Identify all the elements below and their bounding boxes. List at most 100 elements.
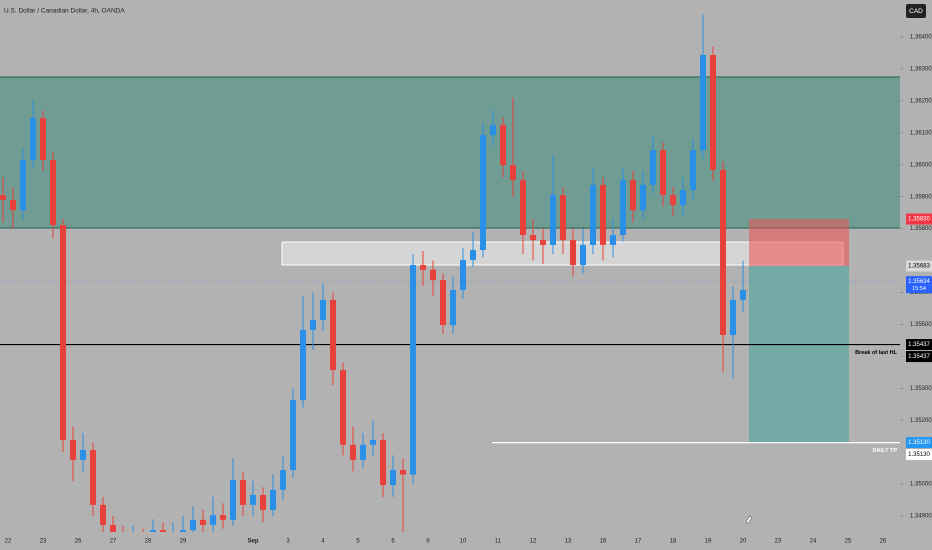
- price-tag: [906, 260, 932, 272]
- candle-body: [490, 124, 496, 136]
- x-tick-label: 19: [705, 539, 712, 545]
- candle-body: [390, 470, 396, 486]
- y-tick-label: 1.35500: [910, 322, 932, 328]
- supply-zone: [0, 76, 900, 229]
- x-tick-label: 4: [321, 539, 325, 545]
- price-tag-label: 1.35130: [908, 440, 930, 446]
- candle-body: [440, 280, 446, 326]
- candle-body: [550, 195, 556, 245]
- candle-body: [230, 479, 236, 520]
- candle-body: [610, 235, 616, 245]
- price-tag-label: 1.35437: [908, 354, 930, 360]
- y-tick-label: 1.35800: [910, 226, 932, 232]
- candle-body: [310, 319, 316, 330]
- y-tick-label: 1.35200: [910, 418, 932, 424]
- candle-body: [160, 530, 166, 532]
- x-tick-label: 17: [635, 539, 642, 545]
- chart-title: U.S. Dollar / Canadian Dollar, 4h, OANDA: [4, 8, 125, 15]
- x-tick-label: Sep: [247, 539, 258, 545]
- x-tick-label: 26: [880, 539, 887, 545]
- x-tick-label: 23: [40, 539, 47, 545]
- candle-body: [220, 515, 226, 520]
- y-tick-label: 1.35900: [910, 194, 932, 200]
- candle-body: [480, 135, 486, 251]
- pencil-icon[interactable]: [745, 515, 753, 524]
- candle-body: [680, 190, 686, 206]
- x-tick-label: 29: [180, 539, 187, 545]
- y-tick-label: 1.35000: [910, 482, 932, 488]
- candle-body: [190, 519, 196, 531]
- candle-body: [260, 494, 266, 510]
- candle-body: [350, 444, 356, 460]
- candle-body: [710, 54, 716, 170]
- price-tag-label: 1.35130: [908, 452, 930, 458]
- candle-body: [400, 470, 406, 475]
- candle-body: [520, 180, 526, 236]
- y-tick-label: 1.36000: [910, 162, 932, 168]
- candle-body: [110, 524, 116, 532]
- candle-body: [100, 504, 106, 525]
- candle-body: [740, 289, 746, 300]
- price-tag-label: 1.35830: [908, 217, 930, 223]
- candle-body: [180, 530, 186, 532]
- candle-body: [0, 195, 6, 200]
- x-tick-label: 18: [670, 539, 677, 545]
- price-tag: [906, 437, 932, 449]
- candle-body: [530, 235, 536, 241]
- x-tick-label: 28: [145, 539, 152, 545]
- price-tag: [906, 449, 932, 461]
- x-tick-label: 6: [391, 539, 395, 545]
- candle-body: [250, 494, 256, 505]
- price-tag: [906, 351, 932, 363]
- currency-button[interactable]: [906, 4, 926, 18]
- x-tick-label: 13: [565, 539, 572, 545]
- candle-body: [330, 299, 336, 371]
- candle-body: [380, 440, 386, 486]
- candle-body: [10, 199, 16, 211]
- currency-label[interactable]: CAD: [909, 8, 923, 15]
- y-tick-label: 1.35300: [910, 386, 932, 392]
- x-tick-label: 11: [495, 539, 502, 545]
- candle-body: [40, 118, 46, 160]
- x-tick-label: 5: [356, 539, 360, 545]
- price-tag-time: 15:54: [912, 286, 926, 292]
- price-tag-label: 1.35683: [908, 264, 930, 270]
- candle-body: [730, 299, 736, 335]
- candle-body: [320, 299, 326, 320]
- candle-body: [60, 225, 66, 441]
- stop-zone: [749, 219, 849, 266]
- candle-body: [690, 150, 696, 190]
- price-axis: 1.36400 1.36300 1.36200 1.36100 1.36000 1.359…: [900, 35, 932, 520]
- candle-body: [420, 265, 426, 270]
- plot-area: [0, 14, 900, 532]
- candle-body: [280, 470, 286, 490]
- candle-body: [720, 169, 726, 335]
- candle-body: [510, 165, 516, 181]
- candle-body: [80, 449, 86, 460]
- candle-body: [70, 440, 76, 460]
- x-tick-label: 10: [460, 539, 467, 545]
- y-tick-label: 1.36100: [910, 130, 932, 136]
- x-tick-label: 25: [845, 539, 852, 545]
- target-zone: [749, 266, 849, 443]
- price-tag-label: 1.35634: [908, 279, 930, 285]
- candle-body: [50, 159, 56, 226]
- candle-body: [450, 289, 456, 326]
- x-tick-label: 22: [5, 539, 12, 545]
- candle-body: [340, 370, 346, 445]
- candle-body: [410, 265, 416, 475]
- price-tag: [906, 339, 932, 351]
- candle-body: [500, 124, 506, 166]
- y-tick-label: 1.36400: [910, 35, 932, 41]
- candle-body: [560, 195, 566, 241]
- y-tick-label: 1.36300: [910, 67, 932, 73]
- candle-body: [630, 180, 636, 211]
- candle-body: [650, 150, 656, 185]
- candle-body: [580, 244, 586, 266]
- candle-body: [590, 184, 596, 245]
- candle-body: [600, 184, 606, 245]
- candle-body: [240, 479, 246, 505]
- candle-body: [20, 159, 26, 211]
- price-tag-label: 1.35437: [908, 342, 930, 348]
- x-tick-label: 23: [775, 539, 782, 545]
